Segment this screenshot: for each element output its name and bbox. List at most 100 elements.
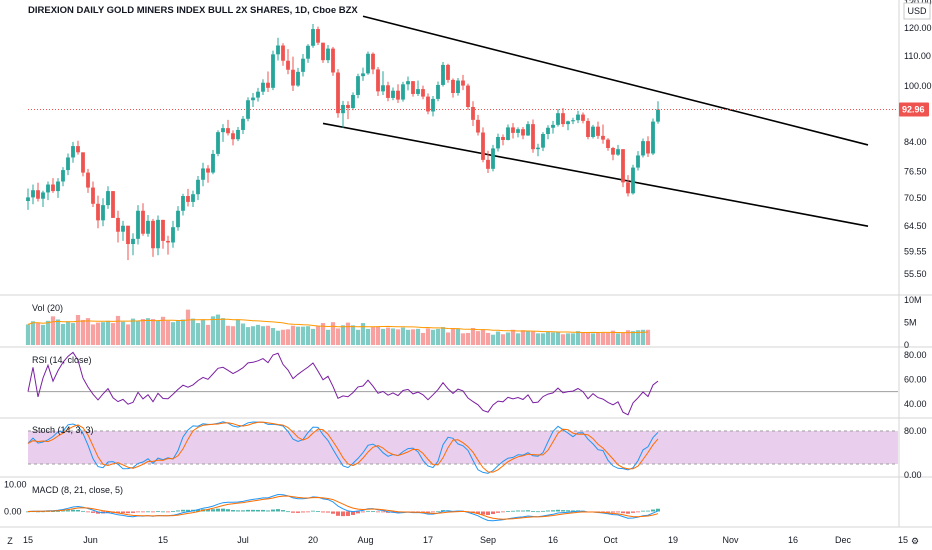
macd-histogram-bar <box>526 510 530 512</box>
volume-bar <box>90 324 96 345</box>
volume-bar <box>400 327 406 345</box>
candle-body <box>41 192 45 199</box>
candle-body <box>201 168 205 180</box>
macd-histogram-bar <box>56 511 60 512</box>
macd-histogram-bar <box>321 511 325 513</box>
candle-body <box>621 149 625 183</box>
price-axis[interactable]: 130.00120.00110.00100.0084.0076.5070.506… <box>28 0 932 279</box>
candle-body <box>276 45 280 55</box>
volume-bar <box>570 333 576 345</box>
volume-bar <box>510 329 516 345</box>
macd-histogram-bar <box>276 509 280 512</box>
stoch-band <box>28 431 898 464</box>
candle-body <box>561 113 565 125</box>
candle-body <box>631 167 635 194</box>
candle-body <box>531 124 535 150</box>
macd-histogram-bar <box>501 511 505 513</box>
macd-histogram-bar <box>651 509 655 512</box>
macd-histogram-bar <box>366 510 370 512</box>
time-tick-label: Nov <box>722 535 739 545</box>
macd-histogram-bar <box>421 511 425 513</box>
candle-body <box>366 53 370 74</box>
candle-body <box>426 96 430 112</box>
candle-body <box>176 210 180 228</box>
time-tick-label: 15 <box>158 535 168 545</box>
volume-bar <box>575 331 581 345</box>
volume-bar <box>50 316 56 345</box>
stoch-pane-title: Stoch (14, 3, 3) <box>32 425 94 435</box>
volume-bar <box>340 325 346 345</box>
pane-separators <box>0 0 932 528</box>
candlestick-series <box>26 24 660 261</box>
macd-histogram-bar <box>331 511 335 514</box>
volume-bar <box>225 325 231 345</box>
candle-body <box>26 197 30 202</box>
currency-box[interactable] <box>903 2 931 20</box>
candle-body <box>121 225 125 232</box>
macd-histogram-bar <box>381 511 385 513</box>
macd-line <box>27 493 659 522</box>
macd-histogram-bar <box>631 511 635 513</box>
candle-body <box>171 227 175 243</box>
candle-body <box>591 126 595 137</box>
candle-body <box>656 109 660 122</box>
rsi-tick-label: 40.00 <box>904 399 927 409</box>
candle-body <box>221 128 225 133</box>
macd-histogram-bar <box>151 511 155 513</box>
candle-body <box>181 196 185 211</box>
time-axis[interactable]: 15Jun15Jul20Aug17Sep16Oct19Nov16Dec15202… <box>23 535 932 545</box>
macd-histogram-bar <box>571 510 575 512</box>
macd-histogram-bar <box>371 511 375 512</box>
candle-body <box>281 45 285 61</box>
candle-body <box>191 194 195 202</box>
candle-body <box>596 126 600 136</box>
macd-histogram-bar <box>341 511 345 517</box>
candle-body <box>551 124 555 128</box>
time-tick-label: 19 <box>668 535 678 545</box>
volume-bar <box>440 327 446 345</box>
volume-bar <box>435 328 441 345</box>
macd-tick-label: 10.00 <box>4 479 27 489</box>
volume-bar <box>75 315 81 345</box>
candle-body <box>421 89 425 97</box>
candle-body <box>566 121 570 125</box>
volume-bar <box>625 330 631 345</box>
candle-body <box>446 64 450 80</box>
macd-histogram-bar <box>621 511 625 514</box>
macd-histogram-bar <box>226 509 230 512</box>
macd-histogram-bar <box>441 510 445 512</box>
macd-histogram-bar <box>86 511 90 513</box>
volume-bar <box>375 326 381 345</box>
volume-bar <box>215 314 221 345</box>
stoch-tick-label: 0.00 <box>904 470 922 480</box>
candle-body <box>81 152 85 173</box>
volume-bar <box>255 324 261 345</box>
candle-body <box>346 104 350 109</box>
volume-bar <box>635 330 641 345</box>
settings-gear-icon[interactable]: ⚙ <box>911 536 919 546</box>
volume-bar <box>250 326 256 345</box>
candle-body <box>371 53 375 70</box>
candle-body <box>376 69 380 92</box>
candle-body <box>491 148 495 169</box>
trendlines[interactable] <box>322 15 869 228</box>
macd-histogram-bar <box>36 511 40 513</box>
rsi-line <box>27 351 659 416</box>
candle-body <box>476 119 480 133</box>
volume-bar <box>470 327 476 345</box>
last-price-tag <box>899 102 929 117</box>
volume-bar <box>455 328 461 345</box>
candle-body <box>266 82 270 88</box>
volume-bar <box>65 321 71 345</box>
candle-body <box>291 69 295 86</box>
macd-histogram-bar <box>181 509 185 512</box>
volume-bar <box>150 319 156 345</box>
price-tick-label: 64.50 <box>904 221 927 231</box>
macd-histogram-bar <box>311 510 315 512</box>
volume-bar <box>70 323 76 345</box>
volume-bar <box>605 332 611 345</box>
timezone-button[interactable]: Z <box>7 536 13 546</box>
volume-bar <box>195 323 201 345</box>
candle-body <box>576 114 580 121</box>
